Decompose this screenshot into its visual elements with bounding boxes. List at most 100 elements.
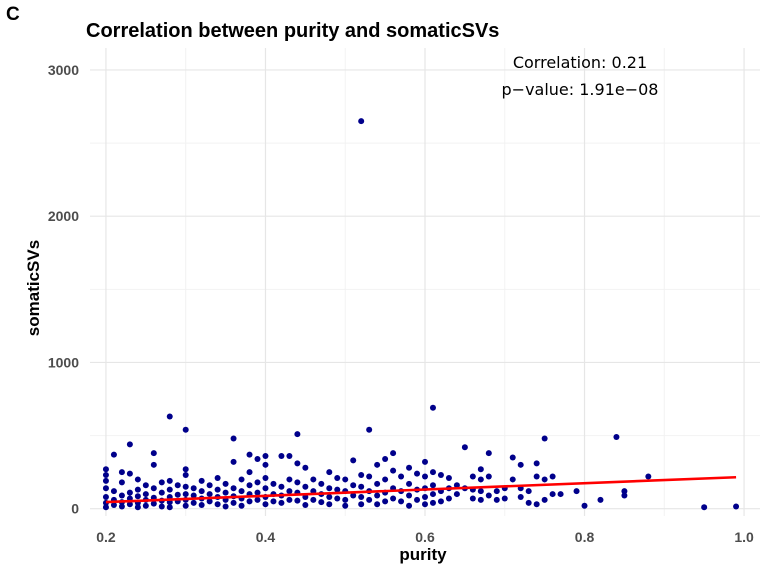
data-point [238, 502, 245, 509]
data-point [645, 473, 652, 480]
data-point [286, 488, 293, 495]
annotation-pvalue: p−value: 1.91e−08 [502, 80, 659, 99]
data-point [541, 435, 548, 442]
data-point [374, 501, 381, 508]
data-point [326, 485, 333, 492]
data-point [118, 479, 125, 486]
data-point [597, 496, 604, 503]
data-point [573, 488, 580, 495]
data-point [230, 485, 237, 492]
data-point [294, 431, 301, 438]
data-point [126, 441, 133, 448]
data-point [262, 485, 269, 492]
data-point [294, 479, 301, 486]
data-point [310, 476, 317, 483]
trend-line-group [105, 475, 737, 504]
y-tick-label: 3000 [48, 62, 79, 78]
data-point [398, 473, 405, 480]
data-point [477, 496, 484, 503]
data-point [334, 474, 341, 481]
data-point [206, 491, 213, 498]
data-point [453, 482, 460, 489]
data-point [150, 450, 157, 457]
data-point [150, 500, 157, 507]
data-point [198, 502, 205, 509]
data-point [246, 451, 253, 458]
data-point [118, 492, 125, 499]
data-point [501, 495, 508, 502]
data-point [294, 460, 301, 467]
data-point [182, 491, 189, 498]
data-point [238, 476, 245, 483]
data-point [493, 496, 500, 503]
data-point [158, 503, 165, 510]
data-point [581, 502, 588, 509]
data-point [230, 458, 237, 465]
data-point [254, 455, 261, 462]
data-point [350, 482, 357, 489]
data-point [429, 499, 436, 506]
data-point [382, 498, 389, 505]
data-point [549, 491, 556, 498]
data-point [342, 496, 349, 503]
data-point [374, 461, 381, 468]
data-point [278, 453, 285, 460]
data-point [182, 472, 189, 479]
data-point [126, 501, 133, 508]
data-point [270, 480, 277, 487]
data-point [134, 504, 141, 511]
data-point [350, 492, 357, 499]
data-point [310, 496, 317, 503]
data-point [445, 474, 452, 481]
data-point [126, 470, 133, 477]
data-point [525, 499, 532, 506]
x-tick-label: 0.8 [575, 529, 595, 545]
data-point [374, 492, 381, 499]
data-point [102, 493, 109, 500]
data-point [110, 488, 117, 495]
data-point [294, 497, 301, 504]
data-point [190, 485, 197, 492]
x-axis-label: purity [399, 545, 447, 564]
data-point [437, 472, 444, 479]
data-point [182, 483, 189, 490]
data-point [182, 466, 189, 473]
data-point [270, 498, 277, 505]
data-point [262, 474, 269, 481]
data-point [118, 503, 125, 510]
data-point [326, 469, 333, 476]
data-point [557, 491, 564, 498]
y-tick-label: 1000 [48, 354, 79, 370]
data-point [422, 458, 428, 465]
data-point [102, 477, 109, 484]
data-point [485, 473, 492, 480]
data-point [158, 489, 165, 496]
annotation-correlation: Correlation: 0.21 [513, 53, 647, 72]
data-point [414, 470, 421, 477]
data-point [110, 451, 117, 458]
data-point [350, 457, 357, 464]
data-point [214, 501, 221, 508]
data-point [517, 461, 524, 468]
data-point [174, 482, 181, 489]
data-point [166, 413, 173, 420]
data-point [134, 476, 141, 483]
data-point [222, 503, 229, 510]
y-axis-label: somaticSVs [24, 239, 43, 337]
data-point [134, 486, 141, 493]
data-point [477, 488, 484, 495]
data-point [533, 460, 540, 467]
data-point [254, 479, 261, 486]
data-point [182, 426, 189, 433]
data-point [422, 493, 428, 500]
data-point [142, 502, 149, 509]
data-point [613, 434, 620, 441]
data-point [166, 477, 173, 484]
data-point [390, 467, 397, 474]
data-point [525, 488, 532, 495]
data-point [358, 118, 365, 125]
data-point [366, 473, 373, 480]
data-point [429, 469, 436, 476]
data-point [102, 485, 109, 492]
data-point [406, 480, 413, 487]
